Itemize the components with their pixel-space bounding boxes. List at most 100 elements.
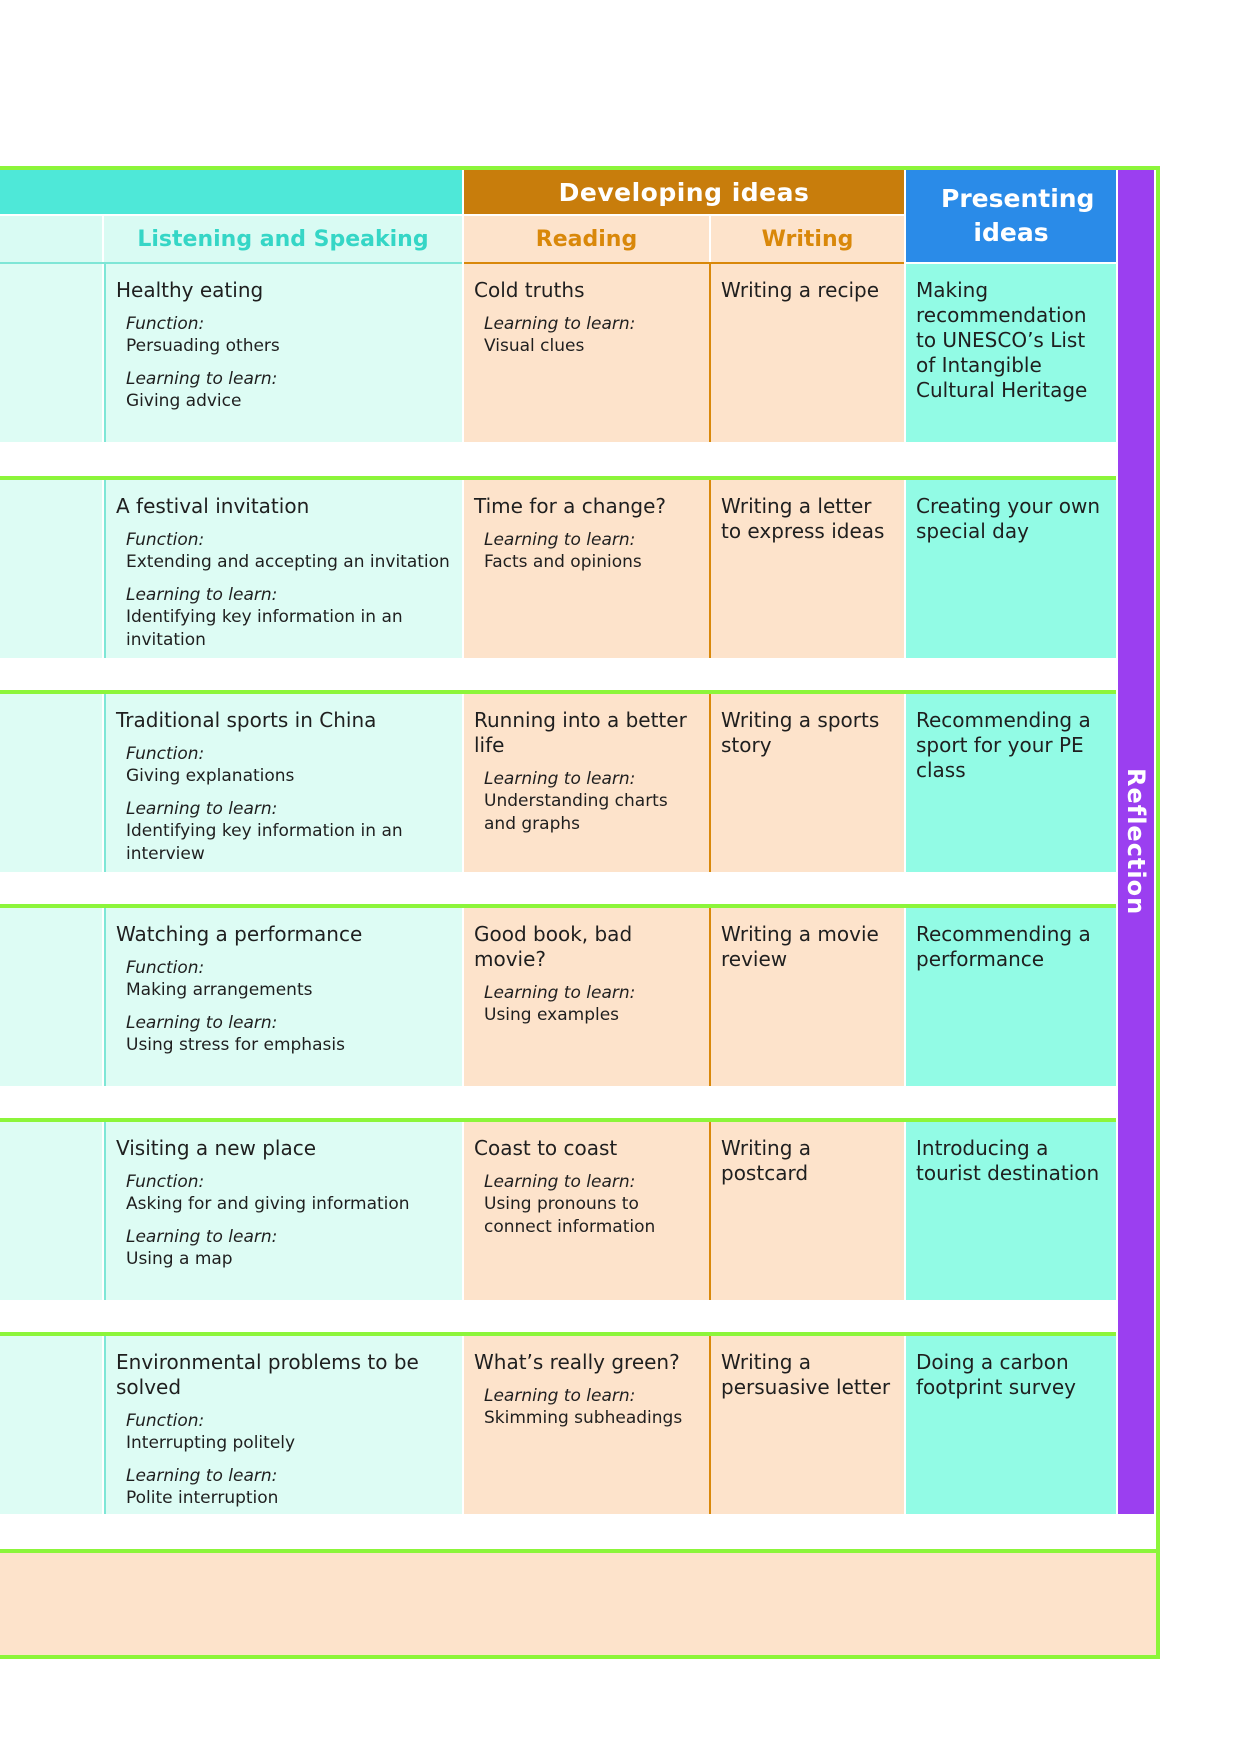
- reading-cell: Good book, bad movie? Learning to learn:…: [464, 908, 709, 1086]
- ls-item-label: Function:: [126, 744, 205, 764]
- ls-item-label: Learning to learn:: [126, 1227, 278, 1247]
- reading-header: Reading: [464, 216, 709, 262]
- reading-title: Time for a change?: [474, 494, 666, 518]
- writing-cell: Writing a recipe: [711, 264, 904, 442]
- reflection-column: Reflection: [1118, 170, 1154, 1514]
- presenting-ideas-label: Presenting ideas: [941, 184, 1095, 247]
- right-border: [1156, 166, 1160, 1659]
- listening-speaking-cell: Healthy eating Function: Persuading other…: [104, 264, 462, 442]
- presenting-cell: Doing a carbon footprint survey: [906, 1336, 1116, 1514]
- ls-item-text: Giving advice: [126, 391, 242, 411]
- reading-label: Learning to learn:: [484, 983, 636, 1003]
- presenting-text: Recommending a sport for your PE class: [916, 708, 1091, 782]
- reading-label: Learning to learn:: [484, 1172, 636, 1192]
- reading-writing-divider: [709, 908, 711, 1086]
- ls-item-label: Function:: [126, 1172, 205, 1192]
- reading-label: Learning to learn:: [484, 769, 636, 789]
- reading-writing-divider: [709, 1122, 711, 1300]
- reading-title: Running into a better life: [474, 708, 687, 757]
- reading-cell: Running into a better life Learning to l…: [464, 694, 709, 872]
- reading-label: Learning to learn:: [484, 314, 636, 334]
- presenting-cell: Creating your own special day: [906, 480, 1116, 658]
- reflection-label: Reflection: [1122, 768, 1150, 916]
- row-separator: [0, 904, 1116, 908]
- reading-writing-divider: [709, 264, 711, 442]
- bottom-band-top-line: [0, 1549, 1160, 1553]
- writing-text: Writing a movie review: [721, 922, 879, 971]
- listening-speaking-cell: Visiting a new place Function: Asking for…: [104, 1122, 462, 1300]
- writing-cell: Writing a letter to express ideas: [711, 480, 904, 658]
- row-separator: [0, 1118, 1116, 1122]
- ls-item-text: Polite interruption: [126, 1488, 279, 1508]
- writing-cell: Writing a movie review: [711, 908, 904, 1086]
- writing-text: Writing a recipe: [721, 278, 880, 302]
- reading-writing-divider: [709, 480, 711, 658]
- writing-text: Writing a persuasive letter: [721, 1350, 891, 1399]
- ls-item-text: Making arrangements: [126, 980, 313, 1000]
- ls-item-text: Giving explanations: [126, 766, 295, 786]
- writing-cell: Writing a postcard: [711, 1122, 904, 1300]
- reading-text: Visual clues: [484, 336, 585, 356]
- writing-header: Writing: [711, 216, 904, 262]
- reading-cell: Time for a change? Learning to learn: Fa…: [464, 480, 709, 658]
- reading-title: What’s really green?: [474, 1350, 680, 1374]
- listening-speaking-header: Listening and Speaking: [104, 216, 462, 262]
- ls-item-text: Persuading others: [126, 336, 280, 356]
- header-sub-line: [0, 262, 462, 264]
- row-left-cell: [0, 1122, 102, 1300]
- reading-writing-divider: [709, 694, 711, 872]
- ls-item-label: Learning to learn:: [126, 1013, 278, 1033]
- writing-cell: Writing a persuasive letter: [711, 1336, 904, 1514]
- bottom-border: [0, 1655, 1160, 1659]
- row-left-cell: [0, 908, 102, 1086]
- writing-text: Writing a sports story: [721, 708, 880, 757]
- reading-cell: Cold truths Learning to learn: Visual cl…: [464, 264, 709, 442]
- ls-item-label: Function:: [126, 314, 205, 334]
- row-left-cell: [0, 694, 102, 872]
- ls-item-label: Learning to learn:: [126, 369, 278, 389]
- developing-ideas-header: Developing ideas: [464, 170, 904, 214]
- ls-title: Healthy eating: [116, 278, 264, 302]
- presenting-text: Introducing a tourist destination: [916, 1136, 1100, 1185]
- listening-speaking-cell: Traditional sports in China Function: Giv…: [104, 694, 462, 872]
- writing-text: Writing a letter to express ideas: [721, 494, 885, 543]
- ls-item-label: Learning to learn:: [126, 585, 278, 605]
- presenting-cell: Making recommendation to UNESCO’s List o…: [906, 264, 1116, 442]
- reading-title: Cold truths: [474, 278, 585, 302]
- ls-item-text: Interrupting politely: [126, 1433, 296, 1453]
- reading-title: Good book, bad movie?: [474, 922, 633, 971]
- ls-item-label: Learning to learn:: [126, 799, 278, 819]
- presenting-cell: Recommending a sport for your PE class: [906, 694, 1116, 872]
- reading-label: Learning to learn:: [484, 530, 636, 550]
- reading-text: Understanding charts and graphs: [484, 791, 668, 834]
- presenting-text: Recommending a performance: [916, 922, 1091, 971]
- ls-title: A festival invitation: [116, 494, 310, 518]
- ls-item-text: Using a map: [126, 1249, 233, 1269]
- ls-item-text: Identifying key information in an interv…: [126, 821, 403, 864]
- reading-cell: What’s really green? Learning to learn: …: [464, 1336, 709, 1514]
- bottom-band: [0, 1553, 1156, 1655]
- presenting-text: Making recommendation to UNESCO’s List o…: [916, 278, 1088, 402]
- header-left-blank: [0, 216, 102, 262]
- row-separator: [0, 476, 1116, 480]
- writing-text: Writing a postcard: [721, 1136, 812, 1185]
- reading-text: Skimming subheadings: [484, 1408, 683, 1428]
- presenting-text: Creating your own special day: [916, 494, 1101, 543]
- ls-title: Watching a performance: [116, 922, 363, 946]
- row-separator: [0, 1332, 1116, 1336]
- ls-item-label: Function:: [126, 530, 205, 550]
- writing-cell: Writing a sports story: [711, 694, 904, 872]
- row-left-cell: [0, 1336, 102, 1514]
- ls-item-text: Identifying key information in an invita…: [126, 607, 403, 650]
- presenting-text: Doing a carbon footprint survey: [916, 1350, 1076, 1399]
- reading-text: Using pronouns to connect information: [484, 1194, 656, 1237]
- reading-cell: Coast to coast Learning to learn: Using …: [464, 1122, 709, 1300]
- ls-title: Visiting a new place: [116, 1136, 317, 1160]
- reading-text: Facts and opinions: [484, 552, 642, 572]
- ls-item-text: Using stress for emphasis: [126, 1035, 345, 1055]
- presenting-cell: Recommending a performance: [906, 908, 1116, 1086]
- listening-speaking-cell: A festival invitation Function: Extending…: [104, 480, 462, 658]
- top-border: [0, 166, 1160, 170]
- ls-item-label: Function:: [126, 958, 205, 978]
- ls-item-text: Extending and accepting an invitation: [126, 552, 450, 572]
